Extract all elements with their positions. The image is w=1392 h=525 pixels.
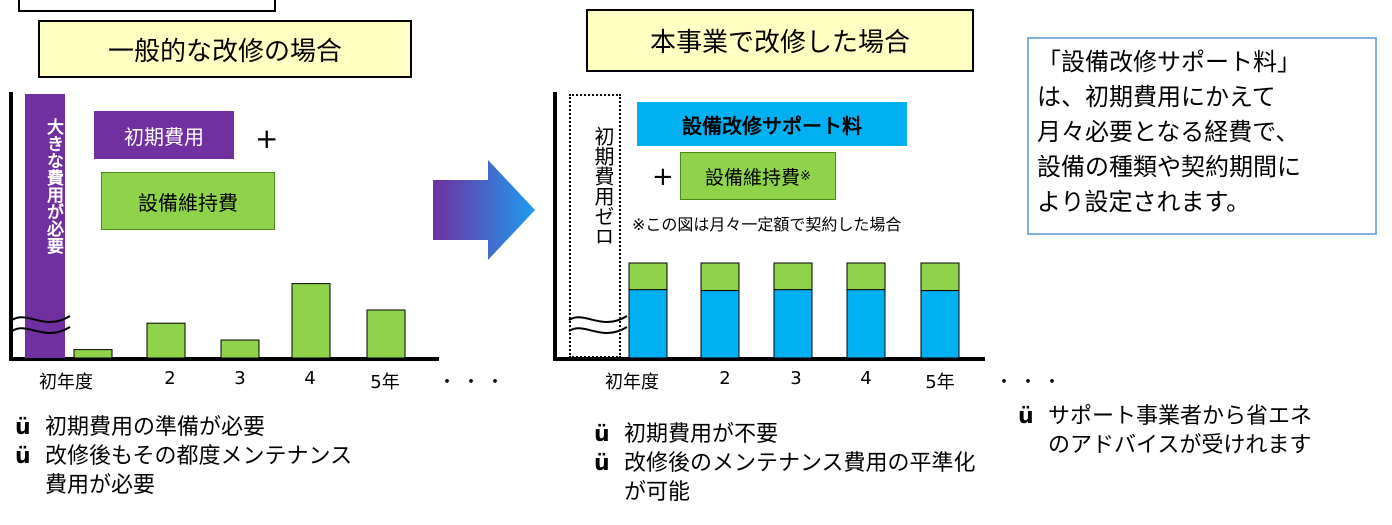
right-maintenance-note-mark: ※ (800, 168, 811, 184)
bullet-text: サポート事業者から省エネのアドバイスが受けれます (1048, 404, 1313, 458)
bullet-item: ü 初期費用の準備が必要 (15, 413, 455, 442)
check-icon: ü (594, 451, 610, 476)
top-left-frame (18, 0, 276, 12)
left-tick-5: 5年 (370, 372, 400, 393)
right-maintenance-label: 設備維持費 (705, 166, 801, 189)
check-icon: ü (15, 415, 31, 440)
right-bar-blue-1 (628, 289, 668, 359)
bullet-item: ü サポート事業者から省エネのアドバイスが受けれます (1018, 402, 1388, 460)
left-bar-2 (146, 322, 186, 359)
big-cost-label: 大きな費用が必要 (43, 118, 63, 254)
right-maintenance-box: 設備維持費 ※ (680, 152, 836, 200)
right-bar-blue-2 (700, 290, 740, 359)
right-tick-1: 初年度 (605, 372, 659, 393)
right-bar-blue-4 (846, 289, 886, 359)
check-icon: ü (594, 422, 610, 447)
left-tick-2: 2 (164, 368, 176, 389)
bullet-text: 改修後のメンテナンス費用の平準化が可能 (624, 451, 976, 505)
left-tick-3: 3 (234, 368, 246, 389)
bullet-item: ü 改修後のメンテナンス費用の平準化が可能 (594, 449, 1014, 507)
bullet-text: 初期費用の準備が必要 (45, 415, 266, 440)
left-bar-1 (73, 349, 113, 359)
right-bar-blue-5 (920, 290, 960, 359)
initial-cost-box: 初期費用 (94, 111, 234, 159)
left-bar-3 (220, 339, 260, 359)
right-plus: + (652, 162, 674, 192)
right-tick-4: 4 (860, 368, 872, 389)
right-tick-2: 2 (719, 368, 731, 389)
info-box: 「設備改修サポート料」 は、初期費用にかえて 月々必要となる経費で、 設備の種類… (1027, 37, 1377, 235)
right-title: 本事業で改修した場合 (586, 9, 974, 72)
right-bar-green-1 (628, 262, 668, 291)
left-title: 一般的な改修の場合 (38, 20, 412, 78)
middle-bullet-list: ü 初期費用が不要 ü 改修後のメンテナンス費用の平準化が可能 (594, 420, 1014, 507)
left-y-axis (9, 92, 13, 360)
left-x-axis (9, 357, 439, 361)
zero-cost-dotted-box (569, 94, 621, 358)
right-tick-5: 5年 (925, 372, 955, 393)
check-icon: ü (1018, 404, 1034, 429)
left-tick-4: 4 (304, 368, 316, 389)
note-text: ※この図は月々一定額で契約した場合 (632, 215, 902, 234)
bullet-item: ü 改修後もその都度メンテナンス費用が必要 (15, 442, 455, 500)
left-trailing-dots: ・・・ (438, 372, 510, 393)
bullet-text: 改修後もその都度メンテナンス費用が必要 (45, 444, 353, 498)
big-cost-bar (25, 94, 65, 358)
right-bar-green-3 (773, 262, 813, 291)
right-x-axis (553, 357, 985, 361)
right-y-axis (553, 92, 557, 360)
bullet-item: ü 初期費用が不要 (594, 420, 1014, 449)
left-plus: + (255, 122, 279, 155)
right-trailing-dots: ・・・ (995, 372, 1067, 393)
left-bar-5 (366, 309, 406, 359)
left-bullet-list: ü 初期費用の準備が必要 ü 改修後もその都度メンテナンス費用が必要 (15, 413, 455, 500)
right-bar-blue-3 (773, 289, 813, 359)
right-bar-green-5 (920, 262, 960, 292)
right-bar-green-4 (846, 262, 886, 291)
support-fee-box: 設備改修サポート料 (637, 102, 907, 146)
check-icon: ü (15, 444, 31, 469)
left-tick-1: 初年度 (39, 372, 93, 393)
zero-cost-label: 初期費用ゼロ (591, 126, 615, 246)
left-bar-4 (291, 283, 331, 359)
right-bar-green-2 (700, 262, 740, 292)
left-maintenance-box: 設備維持費 (101, 172, 275, 230)
bullet-text: 初期費用が不要 (624, 422, 779, 447)
right-tick-3: 3 (790, 368, 802, 389)
right-bullet-list: ü サポート事業者から省エネのアドバイスが受けれます (1018, 402, 1388, 460)
